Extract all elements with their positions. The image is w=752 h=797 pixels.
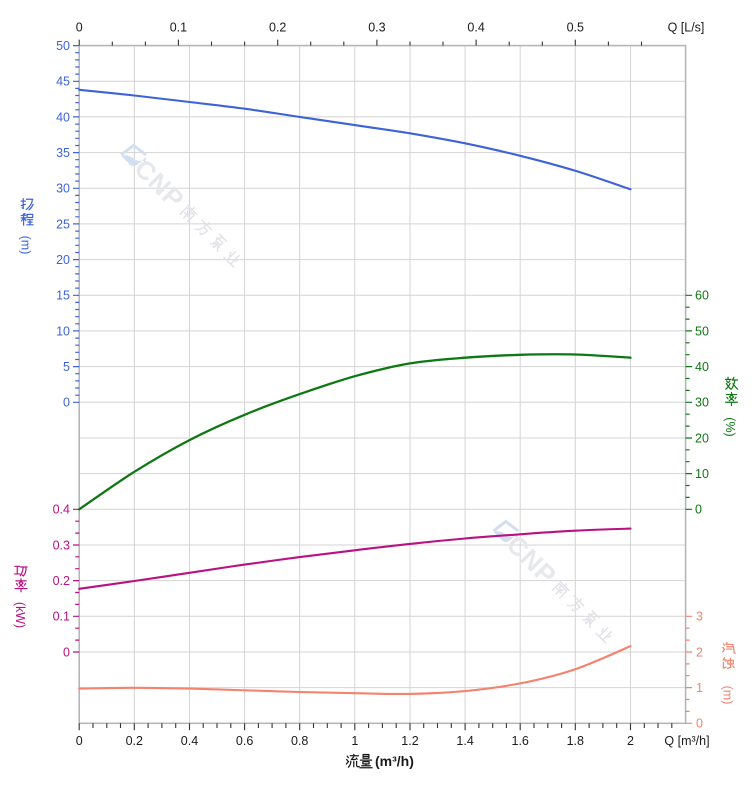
- svg-text:Q [L/s]: Q [L/s]: [668, 21, 705, 35]
- svg-text:0: 0: [696, 717, 703, 731]
- svg-text:60: 60: [695, 289, 709, 303]
- svg-text:1: 1: [351, 734, 358, 748]
- svg-text:20: 20: [56, 253, 70, 267]
- svg-text:0.3: 0.3: [53, 538, 70, 552]
- svg-text:0.5: 0.5: [567, 21, 584, 35]
- svg-text:(m): (m): [19, 236, 33, 255]
- svg-text:0.4: 0.4: [181, 734, 198, 748]
- svg-text:25: 25: [56, 217, 70, 231]
- svg-text:1.6: 1.6: [512, 734, 529, 748]
- svg-text:20: 20: [695, 431, 709, 445]
- svg-text:5: 5: [63, 360, 70, 374]
- svg-text:2: 2: [696, 645, 703, 659]
- svg-text:1: 1: [696, 681, 703, 695]
- svg-text:1.8: 1.8: [567, 734, 584, 748]
- svg-text:Q [m³/h]: Q [m³/h]: [664, 734, 709, 748]
- svg-text:(kW): (kW): [13, 602, 27, 628]
- svg-text:30: 30: [695, 396, 709, 410]
- svg-text:(m³/h): (m³/h): [375, 753, 414, 769]
- svg-text:(m): (m): [721, 686, 735, 705]
- svg-text:45: 45: [56, 75, 70, 89]
- svg-text:0: 0: [76, 734, 83, 748]
- svg-text:50: 50: [56, 39, 70, 53]
- svg-text:15: 15: [56, 289, 70, 303]
- svg-text:30: 30: [56, 182, 70, 196]
- svg-text:1.4: 1.4: [456, 734, 473, 748]
- svg-text:0.2: 0.2: [53, 574, 70, 588]
- svg-text:0.2: 0.2: [126, 734, 143, 748]
- svg-text:40: 40: [56, 110, 70, 124]
- svg-text:50: 50: [695, 324, 709, 338]
- svg-text:2: 2: [627, 734, 634, 748]
- svg-text:0: 0: [63, 645, 70, 659]
- svg-text:0: 0: [76, 21, 83, 35]
- svg-text:0.6: 0.6: [236, 734, 253, 748]
- svg-text:10: 10: [56, 324, 70, 338]
- svg-text:0.4: 0.4: [53, 503, 70, 517]
- svg-text:0.3: 0.3: [368, 21, 385, 35]
- svg-text:0.1: 0.1: [53, 610, 70, 624]
- svg-text:0.1: 0.1: [170, 21, 187, 35]
- svg-text:10: 10: [695, 467, 709, 481]
- svg-text:1.2: 1.2: [401, 734, 418, 748]
- svg-text:0.8: 0.8: [291, 734, 308, 748]
- svg-text:0: 0: [695, 503, 702, 517]
- svg-text:(%): (%): [723, 417, 737, 436]
- svg-text:0: 0: [63, 396, 70, 410]
- svg-text:0.4: 0.4: [467, 21, 484, 35]
- svg-text:0.2: 0.2: [269, 21, 286, 35]
- svg-text:3: 3: [696, 610, 703, 624]
- svg-text:35: 35: [56, 146, 70, 160]
- svg-text:40: 40: [695, 360, 709, 374]
